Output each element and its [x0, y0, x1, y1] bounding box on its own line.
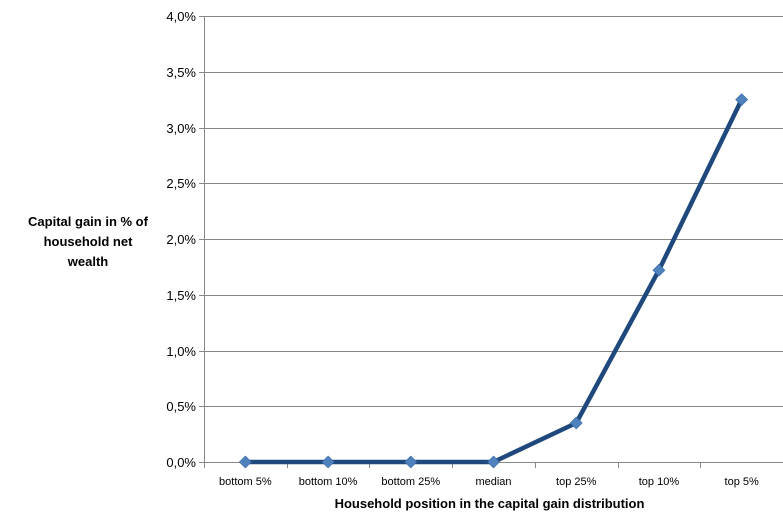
- x-tick-label: bottom 5%: [219, 476, 272, 488]
- data-point-marker: [652, 263, 666, 277]
- data-point-marker: [238, 455, 252, 469]
- y-axis-title-line: household net: [44, 234, 134, 249]
- data-point-marker: [321, 455, 335, 469]
- x-tick-label: bottom 25%: [381, 476, 440, 488]
- x-axis-title: Household position in the capital gain d…: [335, 496, 645, 511]
- y-tick-labels: 0,0% 0,5% 1,0% 1,5% 2,0% 2,5% 3,0% 3,5% 4,0%: [166, 9, 196, 470]
- y-tick-label: 4,0%: [166, 9, 196, 24]
- y-tick-label: 1,5%: [166, 288, 196, 303]
- y-axis-title-line: Capital gain in % of: [28, 214, 149, 229]
- x-tick-labels: bottom 5% bottom 10% bottom 25% median top 2…: [219, 476, 759, 488]
- x-tick-label: median: [475, 476, 511, 488]
- grid-lines: [204, 16, 783, 407]
- y-tick-label: 0,5%: [166, 399, 196, 414]
- data-point-marker: [487, 455, 500, 469]
- x-tick-label: top 5%: [725, 476, 759, 488]
- y-tick-label: 1,0%: [166, 344, 196, 359]
- x-tick-label: top 10%: [639, 476, 680, 488]
- y-tick-label: 0,0%: [166, 455, 196, 470]
- y-tick-label: 3,5%: [166, 65, 196, 80]
- x-tick-label: bottom 10%: [299, 476, 358, 488]
- data-point-marker: [404, 455, 418, 469]
- axes: [199, 16, 783, 468]
- y-axis-title-line: wealth: [67, 254, 109, 269]
- y-tick-label: 2,0%: [166, 232, 196, 247]
- data-point-marker: [735, 93, 749, 107]
- axis-titles: Capital gain in % of household net wealth H…: [28, 214, 644, 511]
- y-tick-label: 3,0%: [166, 121, 196, 136]
- x-tick-label: top 25%: [556, 476, 597, 488]
- y-tick-label: 2,5%: [166, 176, 196, 191]
- series: [238, 93, 749, 469]
- series-line: [243, 97, 744, 465]
- data-point-marker: [569, 416, 583, 430]
